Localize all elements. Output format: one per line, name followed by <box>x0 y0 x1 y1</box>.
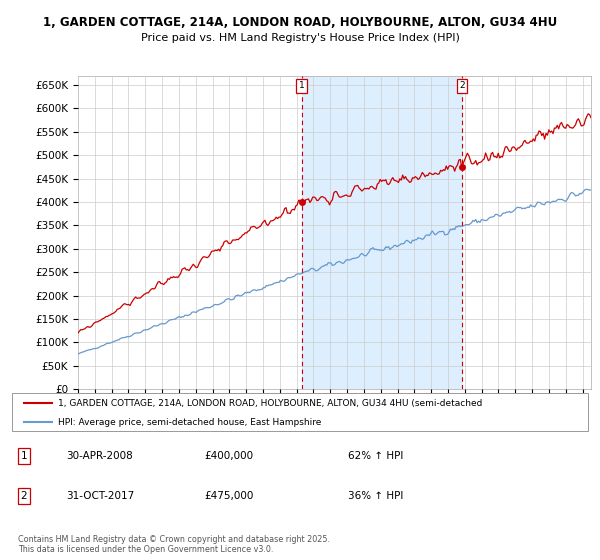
Bar <box>302 76 462 389</box>
Text: 30-APR-2008: 30-APR-2008 <box>66 451 133 461</box>
Text: HPI: Average price, semi-detached house, East Hampshire: HPI: Average price, semi-detached house,… <box>58 418 322 427</box>
Text: 2: 2 <box>459 81 465 90</box>
Text: 1: 1 <box>299 81 304 90</box>
Text: Price paid vs. HM Land Registry's House Price Index (HPI): Price paid vs. HM Land Registry's House … <box>140 33 460 43</box>
Text: 62% ↑ HPI: 62% ↑ HPI <box>348 451 403 461</box>
Text: £400,000: £400,000 <box>204 451 253 461</box>
Text: 1, GARDEN COTTAGE, 214A, LONDON ROAD, HOLYBOURNE, ALTON, GU34 4HU: 1, GARDEN COTTAGE, 214A, LONDON ROAD, HO… <box>43 16 557 29</box>
Text: 1, GARDEN COTTAGE, 214A, LONDON ROAD, HOLYBOURNE, ALTON, GU34 4HU (semi-detached: 1, GARDEN COTTAGE, 214A, LONDON ROAD, HO… <box>58 399 482 408</box>
Text: 1: 1 <box>20 451 28 461</box>
Text: £475,000: £475,000 <box>204 491 253 501</box>
Text: 36% ↑ HPI: 36% ↑ HPI <box>348 491 403 501</box>
Text: Contains HM Land Registry data © Crown copyright and database right 2025.
This d: Contains HM Land Registry data © Crown c… <box>18 535 330 554</box>
Text: 2: 2 <box>20 491 28 501</box>
Text: 31-OCT-2017: 31-OCT-2017 <box>66 491 134 501</box>
